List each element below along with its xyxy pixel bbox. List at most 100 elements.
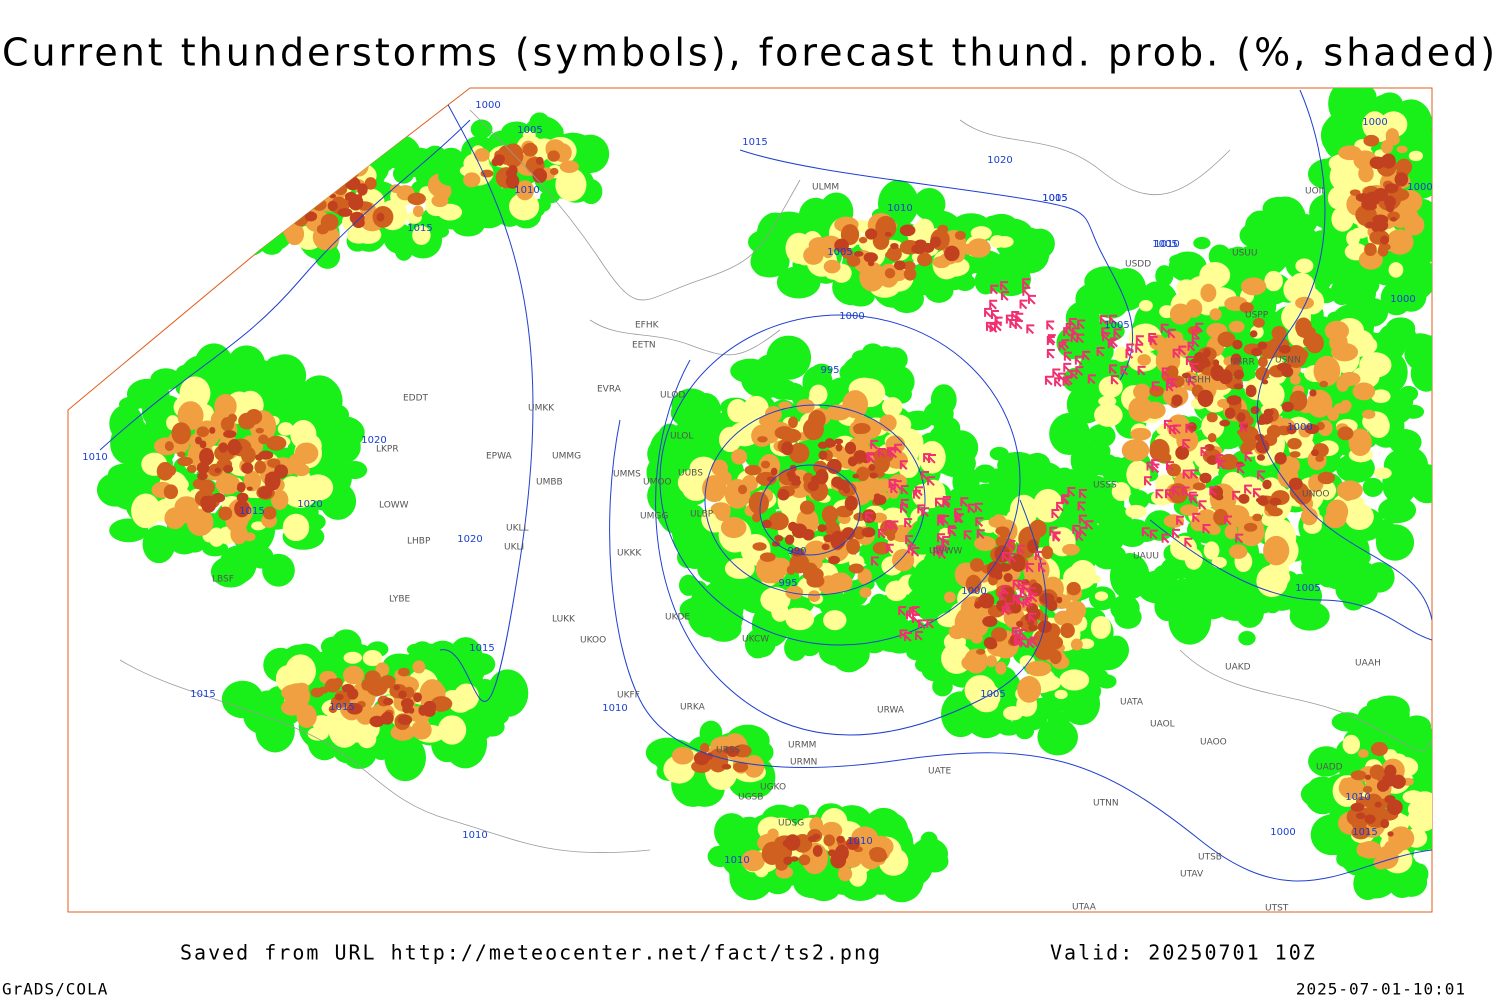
shade-cell xyxy=(235,182,275,211)
shade-cell xyxy=(1341,484,1355,501)
shade-cell xyxy=(835,443,843,452)
shade-cell xyxy=(752,512,762,523)
isobar-label: 1000 xyxy=(1287,422,1312,433)
shade-cell xyxy=(207,144,245,189)
station-label: EDDT xyxy=(403,394,429,404)
shade-cell xyxy=(770,467,778,476)
station-label: UKOO xyxy=(580,636,606,646)
shade-cell xyxy=(290,420,317,449)
shade-cell xyxy=(777,489,790,501)
shade-cell xyxy=(258,434,269,445)
shade-cell xyxy=(788,416,798,429)
shade-cell xyxy=(394,147,417,166)
isobar-label: 1015 xyxy=(742,137,767,148)
shade-cell xyxy=(227,413,237,423)
shade-cell xyxy=(1243,522,1258,532)
station-label: UGKO xyxy=(760,783,786,793)
shade-cell xyxy=(262,155,300,181)
shade-cell xyxy=(243,169,278,204)
shade-cell xyxy=(270,173,285,188)
station-label: UAKD xyxy=(1225,663,1251,673)
shade-cell xyxy=(1317,471,1336,485)
shade-cell xyxy=(1365,774,1372,780)
shade-cell xyxy=(407,192,426,206)
shade-cell xyxy=(1238,493,1250,504)
shade-cell xyxy=(1386,229,1414,255)
shade-cell xyxy=(413,205,424,218)
shade-cell xyxy=(1200,283,1217,303)
shade-cell xyxy=(718,610,744,626)
shade-cell xyxy=(818,450,828,460)
shade-cell xyxy=(784,534,795,545)
shade-cell xyxy=(298,197,313,207)
shade-cell xyxy=(413,692,422,703)
shade-cell xyxy=(470,119,493,139)
shade-cell xyxy=(957,565,969,573)
shade-cell xyxy=(218,442,229,453)
shade-cell xyxy=(216,210,240,230)
shade-cell xyxy=(806,574,825,588)
station-label: USRR xyxy=(1230,358,1255,368)
shade-cell xyxy=(285,654,316,688)
station-label: UAUU xyxy=(1133,552,1159,562)
shade-cell xyxy=(265,144,293,165)
shade-cell xyxy=(1233,383,1244,390)
shade-cell xyxy=(200,495,217,513)
shade-cell xyxy=(862,634,886,654)
shade-cell xyxy=(436,147,466,178)
shade-cell xyxy=(279,158,305,175)
shade-cell xyxy=(1268,507,1283,517)
shade-cell xyxy=(1319,380,1329,388)
shade-cell xyxy=(933,416,961,440)
shade-cell xyxy=(1364,814,1376,824)
shade-cell xyxy=(346,228,372,244)
shade-cell xyxy=(1353,866,1383,901)
shade-cell xyxy=(742,817,760,834)
shade-cell xyxy=(807,835,817,843)
shade-cell xyxy=(1154,592,1180,621)
shade-cell xyxy=(1336,376,1350,392)
isobar-label: 1010 xyxy=(887,203,912,214)
shade-cell xyxy=(106,479,133,504)
shade-cell xyxy=(418,704,428,716)
shade-cell xyxy=(828,555,840,565)
shade-cell xyxy=(277,422,294,436)
shade-cell xyxy=(976,648,986,655)
shade-cell xyxy=(982,615,998,627)
shade-cell xyxy=(786,470,796,478)
shade-cell xyxy=(821,543,830,551)
isobar-label: 1000 xyxy=(1407,182,1432,193)
shade-cell xyxy=(1267,200,1305,236)
shade-cell xyxy=(397,667,410,677)
shade-cell xyxy=(856,466,870,482)
shade-cell xyxy=(781,441,794,456)
shade-cell xyxy=(364,177,377,190)
shade-cell xyxy=(532,168,548,183)
shade-cell xyxy=(236,205,268,228)
shade-cell xyxy=(163,484,179,500)
shade-cell xyxy=(1396,814,1410,827)
shade-cell xyxy=(171,422,191,445)
shade-cell xyxy=(1088,453,1120,476)
shade-cell xyxy=(1358,840,1382,859)
shade-cell xyxy=(1228,320,1245,333)
shade-cell xyxy=(1010,553,1026,572)
shade-cell xyxy=(1197,389,1214,408)
shade-cell xyxy=(792,479,802,486)
shade-cell xyxy=(1015,723,1035,740)
shade-cell xyxy=(791,523,808,539)
station-label: UTAV xyxy=(1180,870,1204,880)
shade-cell xyxy=(1040,699,1061,720)
shade-cell xyxy=(1426,765,1432,793)
shade-cell xyxy=(266,435,287,451)
shade-cell xyxy=(415,717,430,732)
shade-cell xyxy=(508,192,540,221)
shade-cell xyxy=(1192,482,1206,491)
shade-cell xyxy=(1295,296,1314,310)
shade-cell xyxy=(1206,412,1218,423)
shade-cell xyxy=(199,447,215,466)
shade-cell xyxy=(1075,283,1110,314)
shade-cell xyxy=(647,439,673,469)
station-label: UKLI xyxy=(504,543,524,553)
shade-cell xyxy=(1238,631,1256,646)
